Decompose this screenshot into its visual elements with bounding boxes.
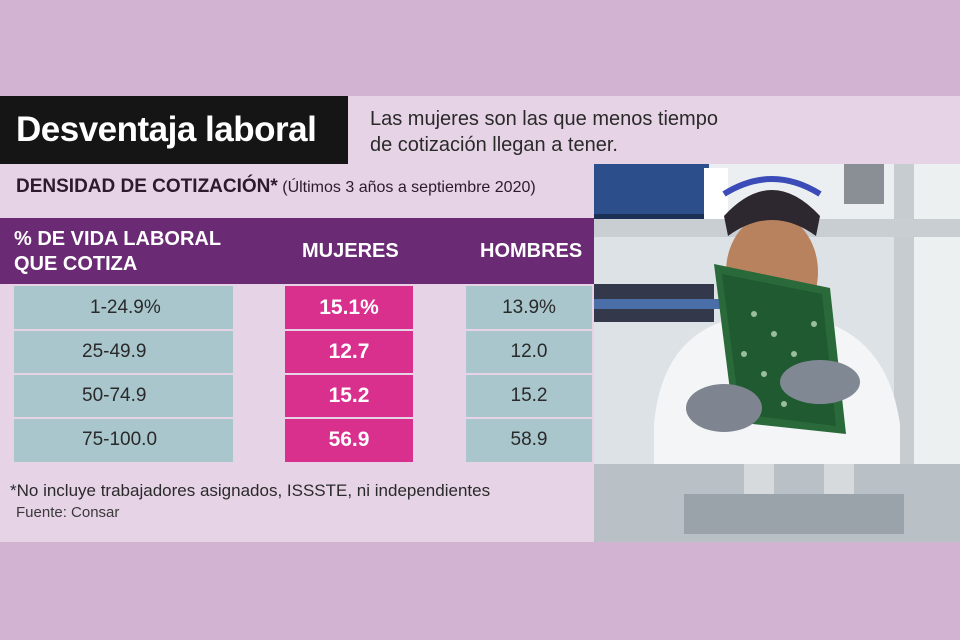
subtitle-line-2: de cotización llegan a tener. [370, 134, 618, 156]
women-value: 15.2 [328, 384, 370, 407]
header-men: HOMBRES [480, 240, 583, 262]
men-value: 13.9% [502, 297, 556, 318]
range-cell: 1-24.9% [90, 297, 161, 318]
women-value: 56.9 [328, 428, 370, 451]
density-heading: DENSIDAD DE COTIZACIÓN* (Últimos 3 años … [16, 176, 536, 198]
women-value: 15.1% [319, 296, 379, 319]
men-value: 58.9 [510, 429, 548, 450]
footnote: *No incluye trabajadores asignados, ISSS… [10, 481, 491, 500]
header-women: MUJERES [302, 240, 399, 262]
range-cell: 25-49.9 [82, 341, 147, 362]
range-cell: 75-100.0 [82, 429, 158, 450]
row-divider [0, 417, 594, 419]
infographic-card: Desventaja laboral Las mujeres son las q… [0, 96, 960, 542]
subtitle-line-1: Las mujeres son las que menos tiempo [370, 108, 718, 130]
title-box: Desventaja laboral [0, 96, 348, 164]
subtitle-box: Las mujeres son las que menos tiempo de … [348, 96, 960, 164]
source-note: Fuente: Consar [16, 504, 120, 521]
density-title: DENSIDAD DE COTIZACIÓN* [16, 176, 278, 197]
header-range-line-2: QUE COTIZA [14, 253, 138, 275]
row-divider [0, 373, 594, 375]
data-table: 1-24.9% 15.1% 13.9% 25-49.9 12.7 12.0 50-74.9 1… [0, 286, 594, 464]
range-cell: 50-74.9 [82, 385, 147, 406]
women-value: 12.7 [328, 340, 370, 363]
density-note: (Últimos 3 años a septiembre 2020) [277, 179, 536, 196]
table-header: % DE VIDA LABORAL QUE COTIZA MUJERES HOM… [0, 218, 594, 284]
row-divider [0, 329, 594, 331]
men-value: 12.0 [510, 341, 548, 362]
infographic-title: Desventaja laboral [16, 110, 317, 149]
men-value: 15.2 [510, 385, 548, 406]
worker-photo [594, 164, 960, 542]
photo-illustration [594, 164, 960, 542]
header-range-line-1: % DE VIDA LABORAL [14, 228, 222, 250]
